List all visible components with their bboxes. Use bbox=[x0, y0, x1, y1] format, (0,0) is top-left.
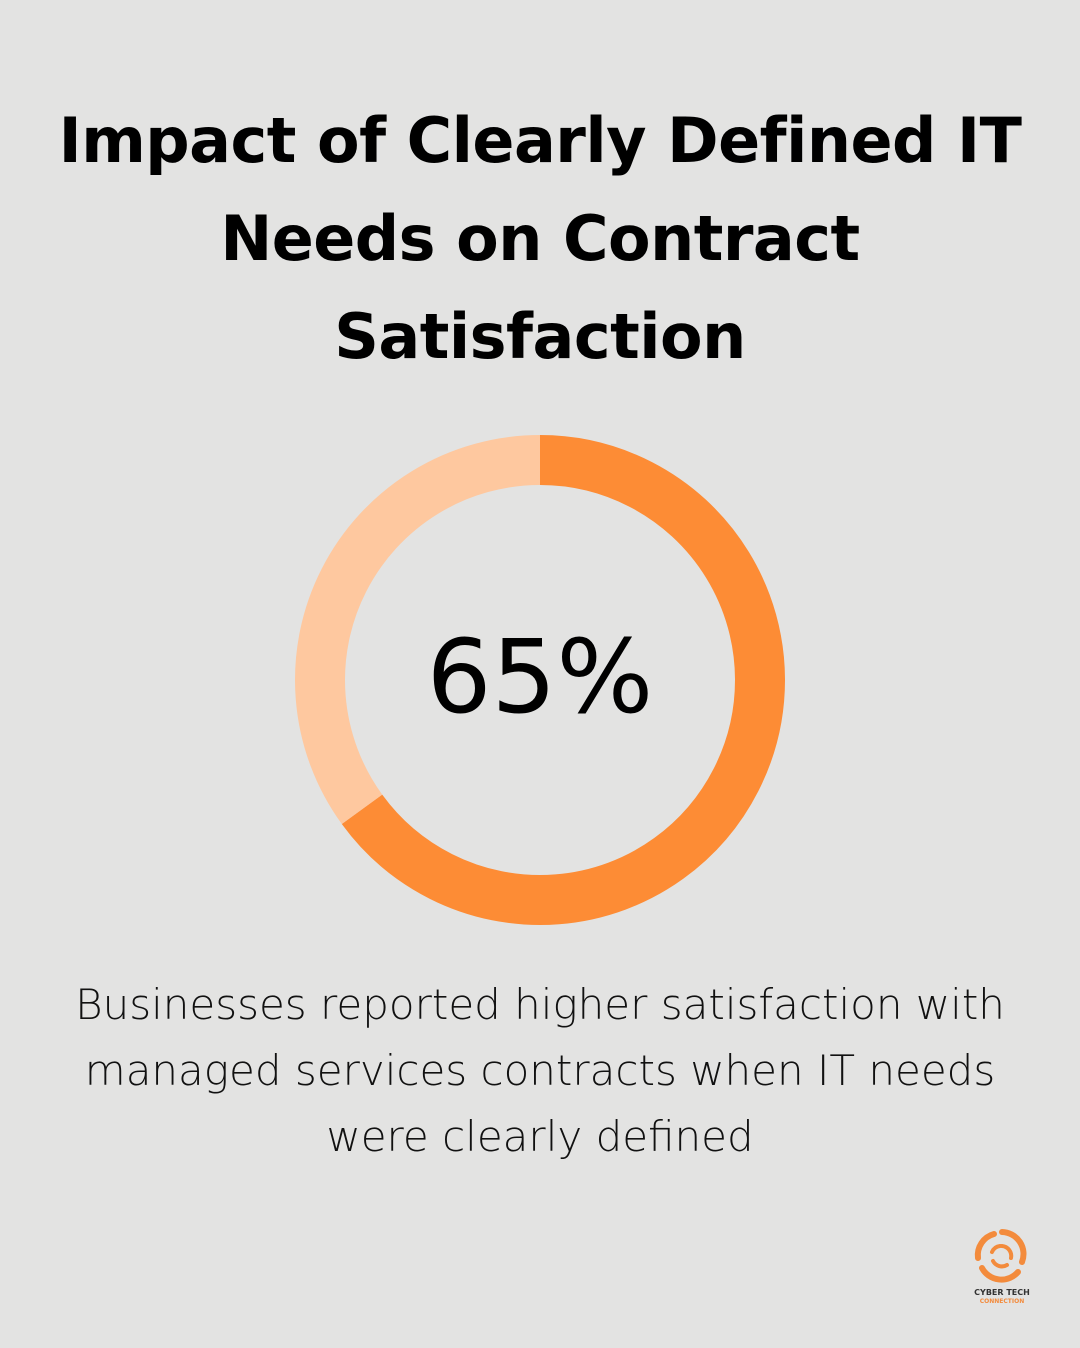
caption-line-3: were clearly defined bbox=[326, 1112, 754, 1161]
brand-logo: CYBER TECH CONNECTION bbox=[962, 1222, 1042, 1312]
page-title: Impact of Clearly Defined IT Needs on Co… bbox=[0, 92, 1080, 386]
logo-text-line-1: CYBER TECH bbox=[974, 1288, 1030, 1297]
logo-text-line-2: CONNECTION bbox=[979, 1298, 1025, 1305]
donut-chart bbox=[295, 435, 785, 925]
title-line-1: Impact of Clearly Defined IT bbox=[58, 104, 1022, 177]
donut-slice-remainder bbox=[295, 435, 541, 824]
title-line-3: Satisfaction bbox=[334, 300, 746, 373]
caption-line-2: managed services contracts when IT needs bbox=[84, 1046, 996, 1095]
donut-slice-value bbox=[341, 435, 785, 925]
donut-value-label: 65% bbox=[426, 618, 654, 737]
swirl-logo-icon bbox=[974, 1229, 1027, 1283]
title-line-2: Needs on Contract bbox=[220, 202, 860, 275]
caption: Businesses reported higher satisfaction … bbox=[0, 972, 1080, 1170]
caption-line-1: Businesses reported higher satisfaction … bbox=[75, 980, 1005, 1029]
